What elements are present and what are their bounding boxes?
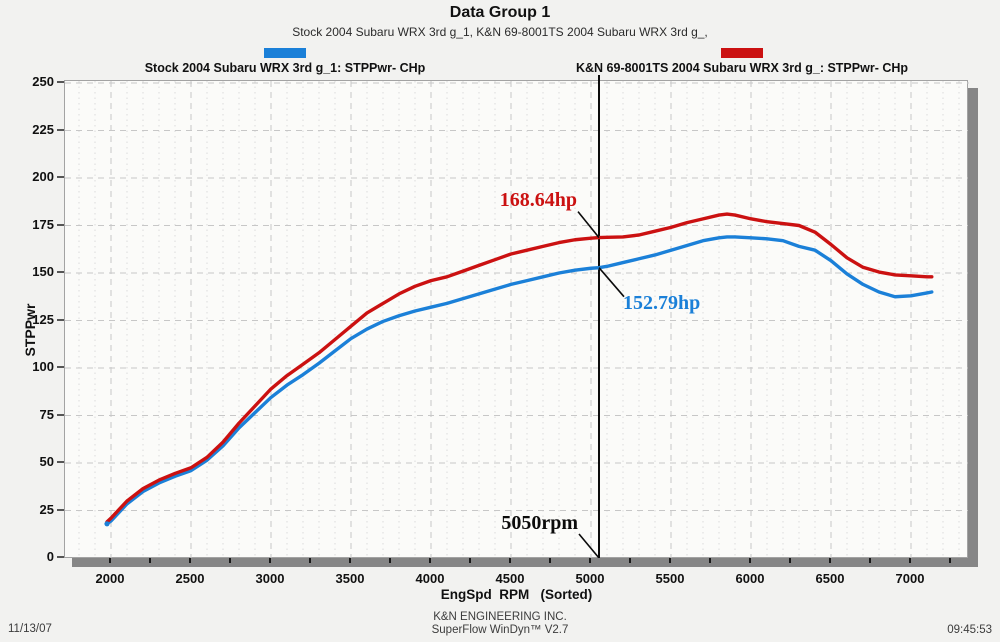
y-tick-mark: [57, 176, 64, 178]
chart-subtitle: Stock 2004 Subaru WRX 3rd g_1, K&N 69-80…: [292, 25, 708, 39]
pointer-line-blue: [598, 267, 625, 298]
x-tick-mark: [309, 558, 311, 563]
footer-date: 11/13/07: [8, 623, 52, 635]
y-tick-label: 150: [32, 264, 54, 279]
y-tick-mark: [57, 318, 64, 321]
x-tick-mark: [349, 558, 351, 563]
x-tick-mark: [909, 558, 911, 563]
plot-canvas: [65, 75, 969, 559]
footer-time: 09:45:53: [947, 624, 992, 636]
x-tick-mark: [509, 558, 511, 563]
x-axis-bar: [72, 558, 978, 567]
x-tick-mark: [229, 558, 231, 563]
x-tick-mark: [789, 558, 791, 563]
footer-software: SuperFlow WinDyn™ V2.7: [431, 624, 569, 636]
y-tick-label: 250: [32, 74, 54, 89]
y-tick-label: 0: [46, 549, 54, 564]
x-tick-label: 7000: [895, 571, 925, 586]
x-tick-mark: [189, 558, 191, 563]
y-tick-mark: [57, 366, 64, 368]
x-tick-mark: [749, 558, 751, 563]
x-axis-title: EngSpd RPM (Sorted): [440, 587, 593, 602]
x-tick-mark: [589, 558, 591, 563]
x-tick-label: 6000: [735, 571, 765, 586]
x-tick-mark: [549, 558, 551, 563]
y-tick-mark: [57, 556, 64, 558]
y-tick-mark: [57, 128, 64, 131]
curve-kn-red: [105, 212, 934, 524]
annotation-red-power: 168.64hp: [499, 189, 577, 211]
y-tick-mark: [57, 271, 64, 273]
annotation-cursor-rpm: 5050rpm: [501, 512, 578, 534]
legend-swatch-red-icon: [721, 48, 763, 58]
x-tick-label: 2000: [95, 571, 125, 586]
legend-swatch-blue-icon: [264, 48, 306, 58]
curve-start-dot: [104, 521, 110, 527]
x-tick-label: 3000: [255, 571, 285, 586]
x-tick-mark: [269, 558, 271, 563]
curve-stock-blue: [105, 235, 934, 526]
plot-area: [64, 75, 969, 559]
x-tick-mark: [709, 558, 711, 563]
y-tick-label: 100: [32, 359, 54, 374]
legend-entry-stock: Stock 2004 Subaru WRX 3rd g_1: STPPwr- C…: [85, 48, 485, 75]
legend-label-stock: Stock 2004 Subaru WRX 3rd g_1: STPPwr- C…: [144, 61, 426, 75]
y-tick-label: 200: [32, 169, 54, 184]
x-tick-mark: [949, 558, 951, 563]
footer-company: K&N ENGINEERING INC.: [433, 611, 567, 623]
y-tick-label: 75: [39, 406, 54, 422]
x-tick-label: 5500: [655, 571, 685, 586]
legend-entry-kn: K&N 69-8001TS 2004 Subaru WRX 3rd g_: ST…: [542, 48, 942, 75]
x-tick-label: 3500: [335, 571, 365, 586]
x-tick-label: 5000: [575, 571, 605, 586]
y-tick-mark: [57, 223, 64, 226]
x-tick-mark: [469, 558, 471, 563]
x-tick-mark: [109, 558, 111, 563]
x-tick-label: 4000: [415, 571, 445, 586]
x-tick-label: 6500: [815, 571, 845, 586]
pointer-line-red: [577, 211, 600, 239]
y-tick-label: 175: [32, 216, 54, 232]
x-tick-label: 2500: [175, 571, 205, 586]
y-tick-label: 125: [32, 311, 54, 327]
x-tick-mark: [629, 558, 631, 563]
x-tick-mark: [869, 558, 871, 563]
y-tick-mark: [57, 461, 64, 463]
y-tick-label: 25: [39, 501, 54, 517]
legend-label-kn: K&N 69-8001TS 2004 Subaru WRX 3rd g_: ST…: [575, 61, 909, 75]
y-tick-label: 225: [32, 121, 54, 137]
x-tick-mark: [829, 558, 831, 563]
x-tick-mark: [389, 558, 391, 563]
page-title: Data Group 1: [449, 4, 551, 21]
y-tick-mark: [57, 508, 64, 511]
pointer-line-cursor: [578, 533, 600, 559]
annotation-blue-power: 152.79hp: [623, 292, 701, 314]
x-tick-mark: [429, 558, 431, 563]
right-axis-bar: [968, 88, 978, 567]
x-tick-mark: [149, 558, 151, 563]
y-tick-label: 50: [39, 454, 54, 469]
y-tick-mark: [57, 81, 64, 83]
x-tick-label: 4500: [495, 571, 525, 586]
x-tick-mark: [669, 558, 671, 563]
y-tick-mark: [57, 413, 64, 416]
